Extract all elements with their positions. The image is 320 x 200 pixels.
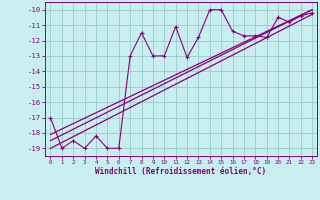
X-axis label: Windchill (Refroidissement éolien,°C): Windchill (Refroidissement éolien,°C) [95,167,266,176]
